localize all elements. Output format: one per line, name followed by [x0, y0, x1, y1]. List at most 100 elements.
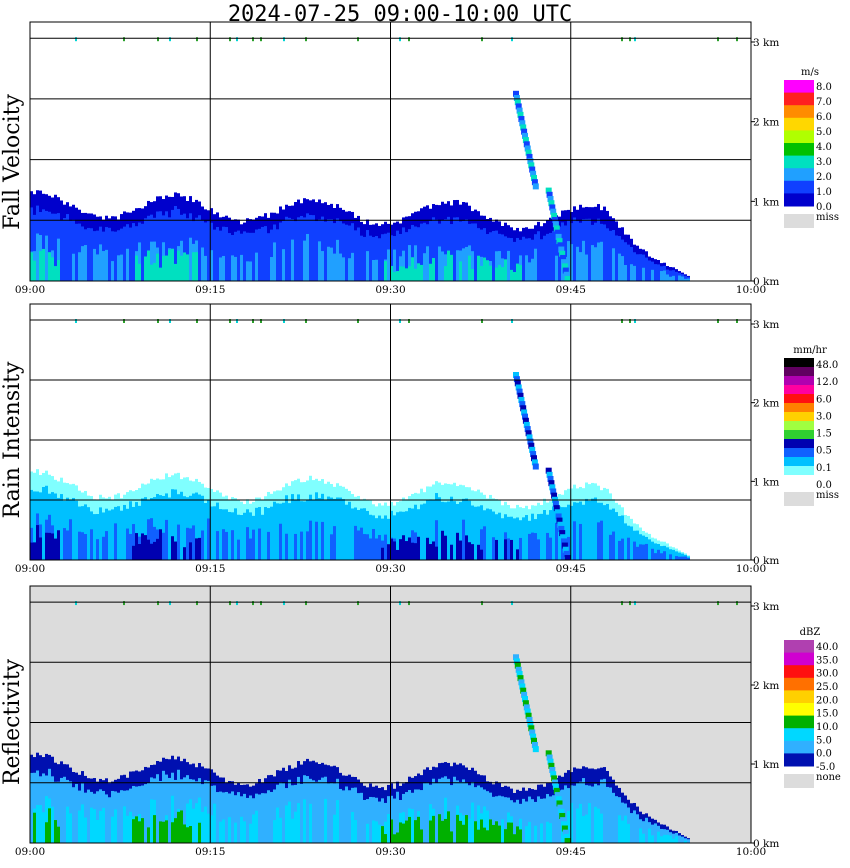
rain-shaft-cell — [518, 396, 525, 403]
echo-cell — [132, 819, 135, 843]
echo-cell — [351, 508, 354, 560]
echo-cell — [51, 533, 54, 560]
colorbar-label: 1.0 — [816, 187, 832, 198]
surface-marker — [236, 37, 238, 42]
echo-cell — [168, 249, 171, 281]
echo-cell — [453, 501, 456, 560]
echo-cell — [336, 800, 339, 843]
echo-cell — [258, 228, 261, 281]
rain-shaft-cell — [515, 666, 522, 673]
echo-cell — [564, 507, 567, 560]
echo-cell — [138, 263, 141, 281]
rain-shaft-cell — [528, 162, 535, 169]
echo-cell — [498, 512, 501, 560]
echo-cell — [408, 266, 411, 281]
echo-cell — [387, 518, 390, 560]
echo-cell — [522, 517, 525, 560]
echo-cell — [591, 245, 594, 281]
echo-cell — [408, 245, 411, 281]
echo-cell — [594, 806, 597, 843]
colorbar-swatch — [784, 640, 814, 654]
echo-cell — [219, 821, 222, 843]
echo-cell — [612, 248, 615, 281]
rain-shaft-cell — [514, 99, 521, 106]
echo-cell — [405, 232, 408, 281]
echo-cell — [177, 811, 180, 843]
echo-cell — [366, 799, 369, 843]
echo-cell — [219, 230, 222, 281]
echo-cell — [291, 785, 294, 843]
echo-cell — [60, 777, 63, 843]
plot-frame — [29, 21, 752, 282]
echo-cell — [234, 231, 237, 281]
echo-cell — [159, 211, 162, 281]
echo-cell — [420, 504, 423, 560]
echo-cell — [231, 791, 234, 843]
rain-shaft-cell — [513, 90, 519, 97]
colorbar-label: 30.0 — [816, 669, 838, 680]
echo-cell — [351, 252, 354, 281]
colorbar-label: 48.0 — [816, 360, 838, 371]
echo-cell — [684, 840, 687, 843]
echo-cell — [90, 529, 93, 560]
rain-shaft-cell — [516, 388, 523, 395]
echo-cell — [594, 497, 597, 560]
echo-cell — [492, 230, 495, 281]
surface-marker — [717, 319, 719, 323]
echo-cell — [294, 221, 297, 281]
echo-cell — [423, 503, 426, 560]
echo-cell — [57, 781, 60, 843]
surface-marker — [252, 601, 254, 606]
echo-cell — [285, 495, 288, 560]
echo-cell — [246, 527, 249, 560]
surface-marker — [283, 601, 285, 606]
echo-cell — [48, 532, 51, 560]
data-layer — [30, 319, 738, 560]
echo-cell — [411, 224, 414, 281]
echo-cell — [408, 507, 411, 560]
echo-cell — [678, 275, 681, 281]
echo-cell — [39, 250, 42, 281]
echo-cell — [591, 786, 594, 843]
echo-cell — [474, 821, 477, 843]
colorbar-label: 3.0 — [816, 411, 832, 422]
surface-marker — [236, 319, 238, 323]
echo-cell — [141, 498, 144, 560]
echo-cell — [459, 820, 462, 843]
echo-cell — [465, 782, 468, 843]
rain-shaft-cell — [530, 451, 537, 458]
echo-cell — [153, 541, 156, 560]
echo-cell — [330, 782, 333, 843]
echo-cell — [486, 260, 489, 281]
rain-shaft-cell — [551, 492, 558, 499]
rain-shaft-cell — [513, 372, 519, 378]
echo-cell — [306, 531, 309, 560]
echo-cell — [201, 495, 204, 560]
echo-cell — [51, 257, 54, 281]
echo-cell — [603, 224, 606, 281]
echo-cell — [531, 258, 534, 281]
echo-cell — [507, 822, 510, 843]
echo-cell — [603, 505, 606, 560]
echo-cell — [249, 512, 252, 560]
echo-cell — [351, 811, 354, 843]
grid-layer — [30, 304, 751, 560]
echo-cell — [486, 234, 489, 281]
echo-cell — [297, 494, 300, 560]
echo-cell — [141, 533, 144, 560]
echo-cell — [246, 797, 249, 843]
rain-shaft-cell — [531, 179, 538, 186]
echo-cell — [570, 802, 573, 843]
echo-cell — [81, 804, 84, 843]
echo-cell — [621, 820, 624, 843]
colorbar-swatch — [784, 117, 814, 131]
echo-cell — [300, 783, 303, 843]
echo-cell — [279, 222, 282, 281]
surface-marker — [123, 37, 125, 42]
height-tick-label: 2 km — [753, 117, 779, 129]
echo-cell — [102, 536, 105, 560]
echo-cell — [588, 218, 591, 281]
echo-cell — [666, 834, 669, 843]
colorbar-swatch — [784, 130, 814, 144]
echo-cell — [162, 255, 165, 281]
